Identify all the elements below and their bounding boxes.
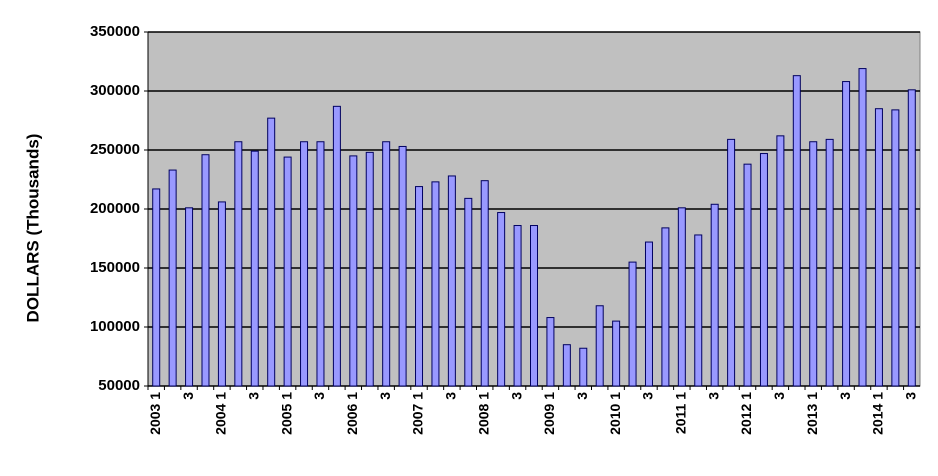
bar [316, 141, 325, 387]
x-tick-label: 3 [837, 392, 853, 400]
bar [727, 138, 736, 387]
bar [201, 154, 210, 387]
bar [168, 169, 177, 387]
x-tick-label: 2014 1 [870, 392, 886, 435]
bar [447, 175, 456, 387]
x-tick-label: 3 [574, 392, 590, 400]
x-tick-label: 2010 1 [607, 392, 623, 435]
bar [661, 227, 670, 387]
bar [858, 68, 867, 387]
bar [398, 145, 407, 387]
y-tick-label: 300000 [90, 82, 140, 99]
bar [464, 197, 473, 387]
bar [710, 203, 719, 387]
bar [382, 141, 391, 387]
bar [595, 305, 604, 387]
x-tick-label: 2013 1 [804, 392, 820, 435]
bar [628, 261, 637, 387]
x-tick-label: 2009 1 [541, 392, 557, 435]
bar [694, 234, 703, 387]
x-tick-label: 2007 1 [410, 392, 426, 435]
y-tick-label: 50000 [98, 377, 140, 394]
x-tick-label: 3 [902, 392, 918, 400]
bar [776, 135, 785, 387]
y-tick-label: 350000 [90, 23, 140, 40]
y-tick-label: 100000 [90, 318, 140, 335]
x-tick-label: 2008 1 [475, 392, 491, 435]
x-tick-label: 3 [640, 392, 656, 400]
bar [300, 141, 309, 387]
bar [217, 201, 226, 387]
bar [365, 151, 374, 387]
bar [891, 109, 900, 387]
bar [562, 344, 571, 387]
bar [792, 75, 801, 387]
x-tick-label: 3 [180, 392, 196, 400]
bar [907, 89, 916, 387]
x-tick-label: 2003 1 [147, 392, 163, 435]
bar [415, 186, 424, 387]
bar [431, 181, 440, 387]
bar [234, 141, 243, 387]
x-tick-label: 3 [508, 392, 524, 400]
bar [579, 347, 588, 387]
bar [250, 150, 259, 387]
bar [480, 180, 489, 387]
bar [152, 188, 161, 387]
x-tick-label: 3 [443, 392, 459, 400]
bar [349, 155, 358, 387]
x-tick-label: 3 [377, 392, 393, 400]
x-tick-label: 2005 1 [278, 392, 294, 435]
bar [743, 163, 752, 387]
bar [809, 141, 818, 387]
x-tick-label: 3 [311, 392, 327, 400]
x-tick-label: 3 [705, 392, 721, 400]
bar [513, 225, 522, 387]
x-tick-label: 3 [771, 392, 787, 400]
y-tick-label: 150000 [90, 259, 140, 276]
bar [497, 212, 506, 387]
bar [546, 317, 555, 387]
y-tick-label: 200000 [90, 200, 140, 217]
x-tick-label: 3 [245, 392, 261, 400]
x-tick-label: 2012 1 [738, 392, 754, 435]
x-tick-label: 2004 1 [213, 392, 229, 435]
bar [283, 156, 292, 387]
bar [530, 225, 538, 387]
y-axis-label: DOLLARS (Thousands) [23, 134, 42, 323]
bar [612, 320, 621, 387]
bar [825, 138, 834, 387]
x-tick-label: 2011 1 [673, 392, 689, 434]
bar [644, 241, 653, 387]
y-tick-label: 250000 [90, 141, 140, 158]
bar [332, 105, 341, 387]
bar [874, 108, 883, 387]
x-tick-label: 2006 1 [344, 392, 360, 435]
bar [759, 153, 768, 387]
bar [842, 81, 851, 387]
bar [677, 207, 686, 387]
bar [267, 117, 276, 387]
bar [185, 207, 194, 387]
